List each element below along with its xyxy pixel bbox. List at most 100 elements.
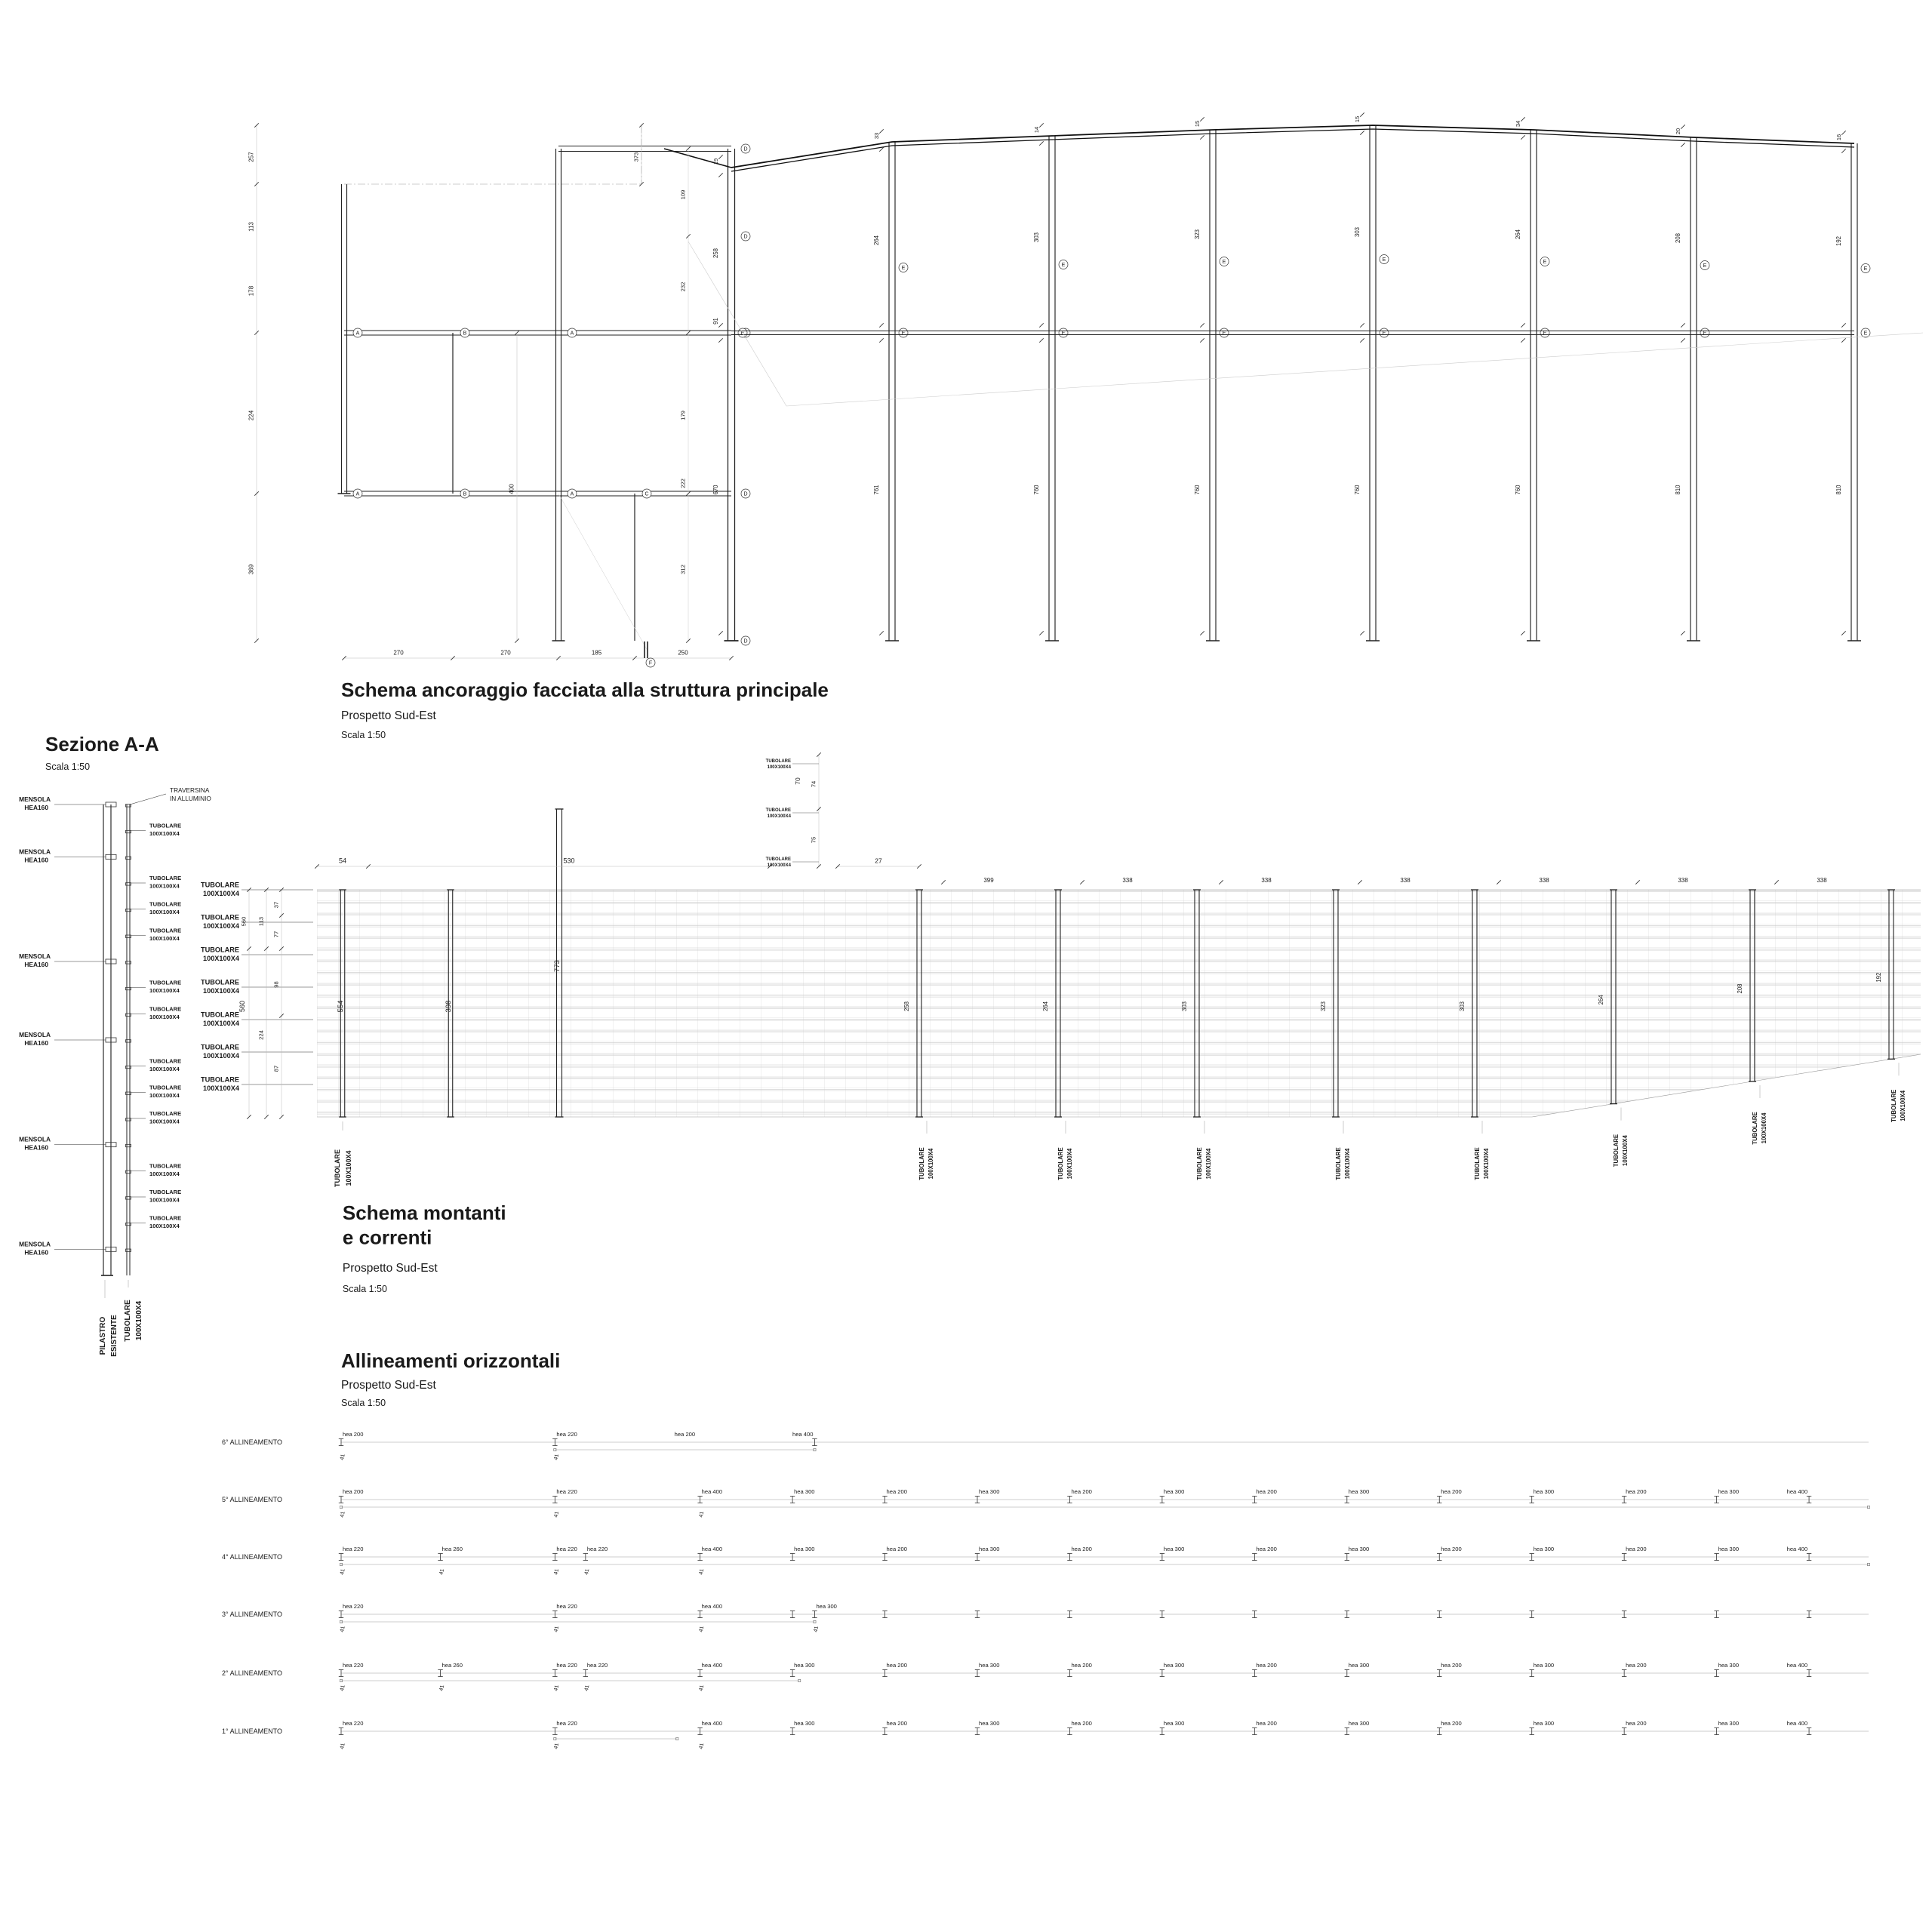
svg-text:hea 200: hea 200 — [1626, 1720, 1646, 1727]
svg-text:hea 200: hea 200 — [887, 1546, 907, 1552]
svg-text:HEA160: HEA160 — [24, 1144, 48, 1152]
svg-text:TUBOLARE: TUBOLARE — [918, 1147, 925, 1180]
svg-text:20: 20 — [1675, 128, 1681, 134]
svg-text:TUBOLARE: TUBOLARE — [1335, 1147, 1342, 1180]
svg-text:560: 560 — [241, 917, 248, 927]
svg-text:hea 300: hea 300 — [1349, 1662, 1369, 1669]
svg-text:100X100X4: 100X100X4 — [928, 1148, 934, 1179]
svg-text:100X100X4: 100X100X4 — [203, 890, 240, 897]
svg-text:hea 260: hea 260 — [442, 1546, 463, 1552]
svg-text:Prospetto Sud-Est: Prospetto Sud-Est — [343, 1262, 438, 1275]
svg-text:760: 760 — [1033, 485, 1040, 495]
svg-text:179: 179 — [680, 411, 687, 420]
svg-text:100X100X4: 100X100X4 — [768, 765, 792, 770]
svg-text:E: E — [1543, 260, 1547, 265]
svg-text:398: 398 — [445, 1001, 453, 1013]
svg-text:B: B — [463, 331, 467, 336]
svg-text:303: 303 — [1181, 1001, 1188, 1011]
svg-text:hea 300: hea 300 — [794, 1488, 814, 1495]
svg-text:TUBOLARE: TUBOLARE — [124, 1300, 132, 1342]
svg-text:A: A — [356, 331, 360, 336]
svg-text:100X100X4: 100X100X4 — [149, 909, 180, 915]
svg-text:74: 74 — [811, 781, 817, 787]
svg-text:TUBOLARE: TUBOLARE — [1890, 1090, 1897, 1122]
svg-text:hea 300: hea 300 — [1349, 1488, 1369, 1495]
svg-text:98: 98 — [273, 981, 280, 987]
svg-text:TUBOLARE: TUBOLARE — [1474, 1147, 1481, 1180]
svg-text:760: 760 — [1515, 485, 1521, 495]
svg-text:100X100X4: 100X100X4 — [1761, 1112, 1767, 1143]
svg-text:270: 270 — [393, 650, 404, 657]
svg-text:100X100X4: 100X100X4 — [1483, 1148, 1490, 1179]
svg-text:hea 220: hea 220 — [556, 1431, 577, 1438]
svg-text:TRAVERSINA: TRAVERSINA — [170, 786, 210, 794]
svg-text:F: F — [649, 660, 652, 666]
svg-text:hea 300: hea 300 — [979, 1546, 999, 1552]
svg-text:hea 300: hea 300 — [1718, 1720, 1739, 1727]
svg-text:hea 220: hea 220 — [343, 1603, 363, 1610]
svg-text:100X100X4: 100X100X4 — [345, 1150, 352, 1186]
svg-text:100X100X4: 100X100X4 — [149, 883, 180, 890]
svg-text:303: 303 — [1033, 232, 1040, 242]
svg-text:hea 300: hea 300 — [1718, 1546, 1739, 1552]
svg-text:222: 222 — [680, 478, 687, 488]
svg-text:100X100X4: 100X100X4 — [149, 1171, 180, 1177]
svg-text:hea 400: hea 400 — [1787, 1488, 1807, 1495]
svg-text:hea 200: hea 200 — [1256, 1546, 1276, 1552]
svg-text:TUBOLARE: TUBOLARE — [149, 901, 181, 908]
svg-text:323: 323 — [1320, 1001, 1327, 1011]
svg-text:224: 224 — [248, 410, 255, 420]
svg-text:100X100X4: 100X100X4 — [1066, 1148, 1073, 1179]
svg-text:14: 14 — [1033, 127, 1040, 133]
svg-text:773: 773 — [553, 960, 561, 972]
svg-text:15: 15 — [1354, 116, 1361, 122]
svg-text:100X100X4: 100X100X4 — [149, 935, 180, 942]
svg-text:113: 113 — [258, 917, 265, 926]
svg-text:100X100X4: 100X100X4 — [1205, 1148, 1212, 1179]
svg-text:hea 300: hea 300 — [1534, 1488, 1554, 1495]
svg-text:TUBOLARE: TUBOLARE — [149, 927, 181, 934]
svg-text:270: 270 — [500, 650, 511, 657]
svg-text:185: 185 — [592, 650, 602, 657]
svg-text:TUBOLARE: TUBOLARE — [149, 1110, 181, 1117]
svg-text:TUBOLARE: TUBOLARE — [149, 1058, 181, 1065]
svg-text:Schema ancoraggio facciata all: Schema ancoraggio facciata alla struttur… — [341, 678, 829, 701]
svg-text:TUBOLARE: TUBOLARE — [149, 823, 181, 829]
svg-text:hea 220: hea 220 — [556, 1662, 577, 1669]
svg-text:208: 208 — [1675, 233, 1681, 243]
svg-text:192: 192 — [1835, 236, 1842, 246]
svg-text:hea 300: hea 300 — [816, 1603, 836, 1610]
svg-text:670: 670 — [712, 485, 719, 495]
svg-text:E: E — [1703, 331, 1707, 336]
svg-text:hea 300: hea 300 — [979, 1488, 999, 1495]
svg-text:E: E — [1223, 331, 1226, 336]
svg-text:760: 760 — [1354, 485, 1361, 495]
svg-text:E: E — [1062, 331, 1066, 336]
svg-text:Schema montanti: Schema montanti — [343, 1201, 506, 1224]
svg-text:530: 530 — [563, 857, 574, 865]
svg-text:100X100X4: 100X100X4 — [149, 1092, 180, 1099]
svg-text:hea 200: hea 200 — [887, 1720, 907, 1727]
svg-text:TUBOLARE: TUBOLARE — [334, 1149, 341, 1187]
svg-text:100X100X4: 100X100X4 — [1900, 1090, 1906, 1121]
svg-text:100X100X4: 100X100X4 — [203, 955, 240, 962]
svg-text:338: 338 — [1678, 877, 1688, 884]
svg-text:hea 200: hea 200 — [1256, 1488, 1276, 1495]
svg-text:TUBOLARE: TUBOLARE — [149, 980, 181, 986]
svg-text:2° ALLINEAMENTO: 2° ALLINEAMENTO — [222, 1669, 282, 1677]
svg-text:E: E — [1383, 331, 1386, 336]
svg-text:TUBOLARE: TUBOLARE — [149, 1084, 181, 1091]
svg-text:hea 300: hea 300 — [794, 1720, 814, 1727]
svg-text:224: 224 — [258, 1030, 265, 1040]
svg-text:E: E — [1864, 266, 1868, 272]
svg-text:HEA160: HEA160 — [24, 961, 48, 968]
svg-text:TUBOLARE: TUBOLARE — [149, 1005, 181, 1012]
svg-text:E: E — [1062, 263, 1066, 268]
svg-text:303: 303 — [1459, 1001, 1466, 1011]
svg-text:37: 37 — [273, 902, 280, 908]
svg-text:TUBOLARE: TUBOLARE — [766, 808, 791, 813]
svg-text:3° ALLINEAMENTO: 3° ALLINEAMENTO — [222, 1611, 282, 1618]
svg-text:19: 19 — [712, 158, 719, 165]
svg-text:hea 300: hea 300 — [1164, 1488, 1184, 1495]
svg-text:TUBOLARE: TUBOLARE — [1196, 1147, 1203, 1180]
